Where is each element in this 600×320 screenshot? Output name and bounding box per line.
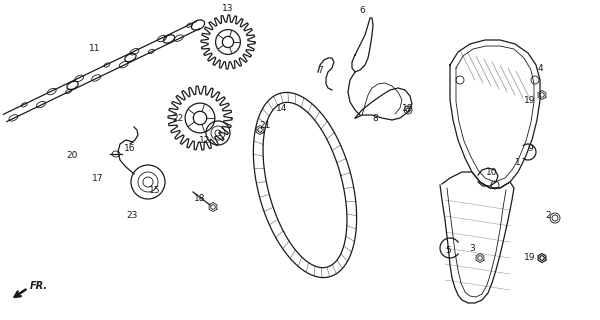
Text: FR.: FR. <box>30 281 48 291</box>
Text: 10: 10 <box>486 167 498 177</box>
Text: 23: 23 <box>127 211 137 220</box>
Text: 5: 5 <box>445 245 451 254</box>
Text: 13: 13 <box>222 4 234 12</box>
Text: 15: 15 <box>149 186 161 195</box>
Text: 2: 2 <box>545 211 551 220</box>
Text: 18: 18 <box>194 194 206 203</box>
Text: 19: 19 <box>524 95 536 105</box>
Text: 16: 16 <box>124 143 136 153</box>
Text: 4: 4 <box>537 63 543 73</box>
Text: 6: 6 <box>359 5 365 14</box>
Text: 11: 11 <box>89 44 101 52</box>
Text: 21: 21 <box>259 121 271 130</box>
Text: 12: 12 <box>199 135 211 145</box>
Text: 3: 3 <box>469 244 475 252</box>
Text: 19: 19 <box>524 253 536 262</box>
Text: 22: 22 <box>172 114 184 123</box>
Text: 8: 8 <box>372 114 378 123</box>
Text: 7: 7 <box>317 66 323 75</box>
Text: 19: 19 <box>402 103 414 113</box>
Text: 17: 17 <box>92 173 104 182</box>
Text: 9: 9 <box>527 143 533 153</box>
Text: 1: 1 <box>515 157 521 166</box>
Text: 14: 14 <box>277 103 287 113</box>
Text: 20: 20 <box>67 150 77 159</box>
